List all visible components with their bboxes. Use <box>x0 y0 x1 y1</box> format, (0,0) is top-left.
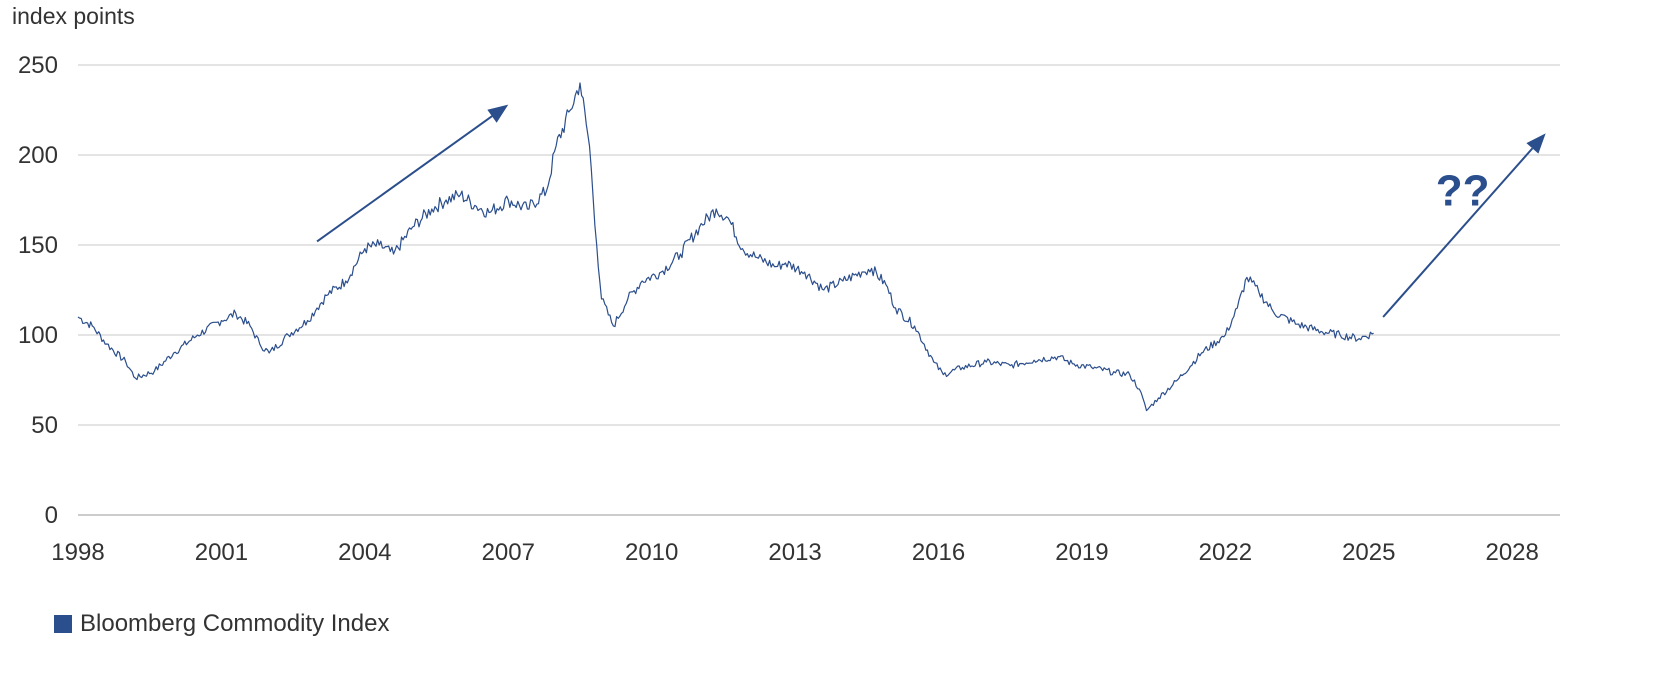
annotations-layer: ?? <box>316 104 1546 318</box>
x-tick-label: 2025 <box>1342 539 1395 566</box>
x-tick-label: 2004 <box>338 539 391 566</box>
x-tick-label: 2022 <box>1199 539 1252 566</box>
y-tick-label: 0 <box>45 502 58 529</box>
x-tick-label: 2001 <box>195 539 248 566</box>
gridlines <box>78 64 1560 516</box>
legend: Bloomberg Commodity Index <box>54 610 389 637</box>
x-tick-label: 2007 <box>482 539 535 566</box>
y-axis-tick-labels: 0 50 100 150 200 250 <box>18 52 58 529</box>
trend-arrowhead <box>1526 133 1546 154</box>
trend-arrow-line <box>316 115 493 243</box>
x-tick-label: 2019 <box>1055 539 1108 566</box>
series-layer <box>77 82 1374 412</box>
x-tick-label: 2016 <box>912 539 965 566</box>
y-tick-label: 100 <box>18 322 58 349</box>
question-annotation: ?? <box>1436 166 1490 215</box>
x-tick-label: 2013 <box>768 539 821 566</box>
y-tick-label: 150 <box>18 232 58 259</box>
y-tick-label: 50 <box>31 412 58 439</box>
x-tick-label: 2010 <box>625 539 678 566</box>
trend-arrowhead <box>487 104 509 123</box>
trend-arrow-line <box>1382 147 1534 318</box>
series-line <box>77 82 1374 412</box>
y-tick-label: 200 <box>18 142 58 169</box>
legend-swatch <box>54 615 72 633</box>
x-axis-tick-labels: 1998 2001 2004 2007 2010 2013 2016 2019 2022 2025… <box>51 539 1539 566</box>
y-axis-unit-label: index points <box>12 3 135 29</box>
legend-label: Bloomberg Commodity Index <box>80 610 389 637</box>
y-tick-label: 250 <box>18 52 58 79</box>
x-tick-label: 1998 <box>51 539 104 566</box>
x-tick-label: 2028 <box>1485 539 1538 566</box>
